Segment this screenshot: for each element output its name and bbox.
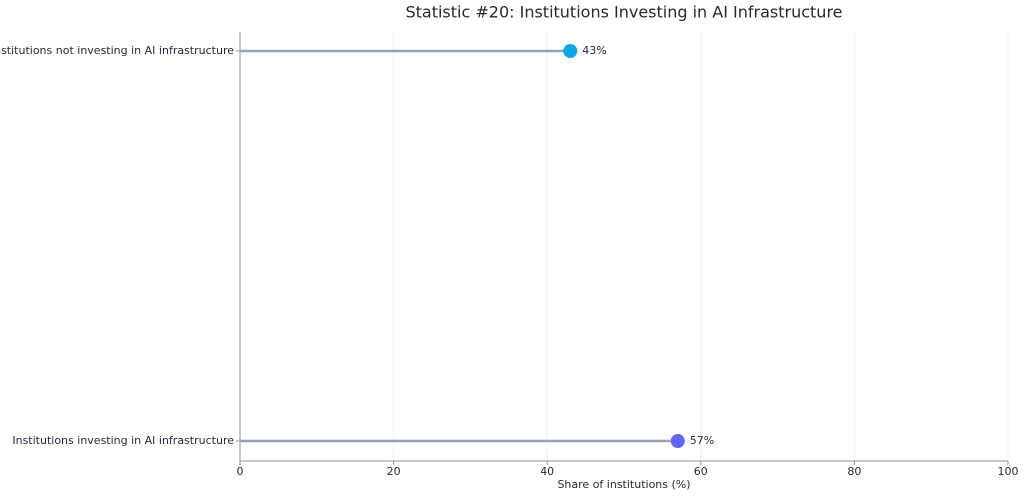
y-tick-label: Institutions investing in AI infrastruct… [12, 434, 234, 447]
x-tick-label: 20 [387, 465, 401, 478]
x-tick-label: 0 [237, 465, 244, 478]
dot [670, 434, 685, 448]
value-label: 57% [690, 434, 714, 447]
x-axis-label: Share of institutions (%) [557, 478, 690, 491]
x-tick-label: 60 [694, 465, 708, 478]
x-tick-label: 80 [847, 465, 861, 478]
x-tick-label: 100 [998, 465, 1019, 478]
value-label: 43% [582, 44, 606, 57]
y-tick-label: Institutions not investing in AI infrast… [0, 44, 234, 57]
chart-title: Statistic #20: Institutions Investing in… [405, 3, 842, 22]
dot [563, 44, 578, 58]
x-tick-label: 40 [540, 465, 554, 478]
